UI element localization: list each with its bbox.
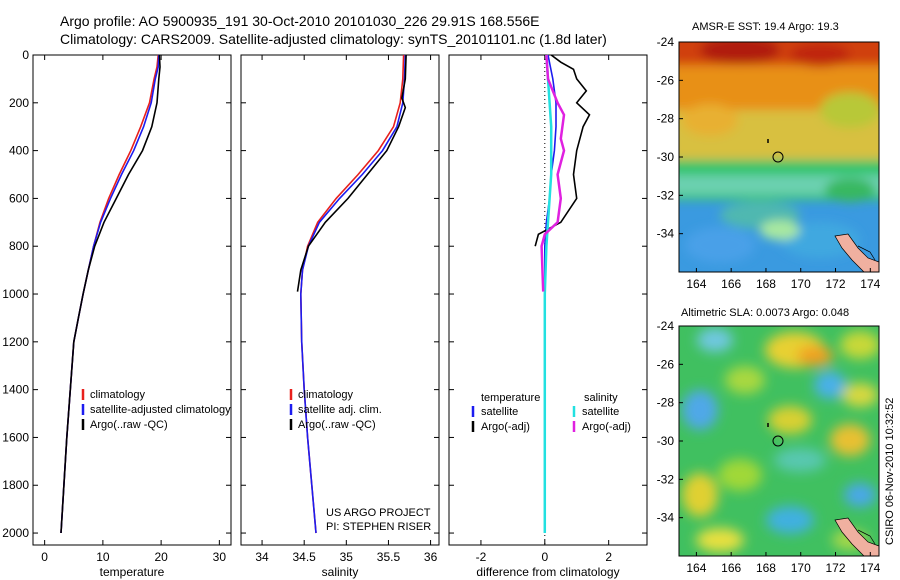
x-tick-label: 20 (154, 550, 168, 564)
legend-label: satellite-adjusted climatology (90, 404, 231, 416)
legend-label: Argo(..raw -QC) (90, 419, 168, 431)
sst-map-axes: 164 166 168 170 172 174 -24 -26 -28 -30 -32 -34 (657, 35, 881, 291)
series-line-satellite (543, 54, 553, 533)
y-tick-label: 1800 (2, 478, 29, 492)
map-x-tick-label: 164 (686, 277, 706, 291)
sst-map (678, 41, 880, 273)
y-tick-label: 1400 (2, 383, 29, 397)
legend-label: Argo(-adj) (481, 421, 530, 433)
map-y-tick-label: -26 (657, 73, 675, 87)
legend-label: satellite adj. clim. (298, 404, 382, 416)
x-tick-label: 36 (424, 550, 438, 564)
x-tick-label: 0 (41, 550, 48, 564)
map-x-tick-label: 174 (860, 561, 880, 575)
x-tick-label: 35 (340, 550, 354, 564)
map-x-tick-label: 170 (791, 277, 811, 291)
x-tick-label: 2 (605, 550, 612, 564)
x-axis-label: salinity (322, 565, 359, 579)
map-y-tick-label: -30 (657, 150, 675, 164)
plot-frame (32, 54, 232, 546)
legend-label: satellite (582, 406, 619, 418)
map-y-tick-label: -26 (657, 357, 675, 371)
map-x-tick-label: 166 (721, 561, 741, 575)
series-line-argo-adj- (540, 54, 566, 292)
sla-map (678, 325, 880, 557)
map-x-tick-label: 172 (826, 277, 846, 291)
map-y-tick-label: -34 (657, 227, 675, 241)
salinity-panel: 34 34.5 35 35.5 36 salinity climatology satelli… (240, 54, 440, 579)
figure-title-line2: Climatology: CARS2009. Satellite-adjuste… (60, 31, 607, 47)
csiro-timestamp: CSIRO 06-Nov-2010 10:32:52 (884, 398, 896, 545)
series-line-argo-adj- (534, 54, 591, 247)
map-x-tick-label: 172 (826, 561, 846, 575)
legend-label: Argo(..raw -QC) (298, 419, 376, 431)
x-tick-label: 35.5 (377, 550, 401, 564)
x-axis-label: temperature (100, 565, 165, 579)
map-y-tick-label: -24 (657, 319, 675, 333)
x-tick-label: 0 (541, 550, 548, 564)
series-line-argo-raw-qc- (60, 54, 161, 534)
y-tick-label: 1200 (2, 335, 29, 349)
x-tick-label: -2 (476, 550, 487, 564)
map-x-tick-label: 168 (756, 561, 776, 575)
y-tick-label: 600 (9, 191, 29, 205)
x-tick-label: 34 (255, 550, 269, 564)
pi-annotation: PI: STEPHEN RISER (326, 521, 431, 533)
x-tick-label: 34.5 (293, 550, 317, 564)
y-tick-label: 0 (22, 48, 29, 62)
series-line-argo-raw-qc- (296, 54, 407, 292)
legend-title-temperature: temperature (481, 392, 540, 404)
sla-argo-location-marker (772, 435, 784, 447)
legend-label: Argo(-adj) (582, 421, 631, 433)
map-x-tick-label: 164 (686, 561, 706, 575)
y-tick-label: 800 (9, 239, 29, 253)
y-tick-label: 2000 (2, 526, 29, 540)
map-x-tick-label: 166 (721, 277, 741, 291)
map-x-tick-label: 170 (791, 561, 811, 575)
map-y-tick-label: -32 (657, 472, 675, 486)
y-tick-label: 1600 (2, 430, 29, 444)
sst-map-title: AMSR-E SST: 19.4 Argo: 19.3 (692, 21, 839, 33)
plot-frame (448, 54, 648, 546)
project-annotation: US ARGO PROJECT (326, 507, 431, 519)
x-axis-label: difference from climatology (476, 565, 619, 579)
map-x-tick-label: 174 (860, 277, 880, 291)
x-tick-label: 30 (213, 550, 227, 564)
y-tick-label: 200 (9, 96, 29, 110)
map-y-tick-label: -28 (657, 112, 675, 126)
figure-title-line1: Argo profile: AO 5900935_191 30-Oct-2010… (60, 13, 540, 29)
sla-map-axes: 164 166 168 170 172 174 -24 -26 -28 -30 -32 -34 (657, 319, 881, 575)
map-y-tick-label: -34 (657, 511, 675, 525)
legend-label: satellite (481, 406, 518, 418)
legend-label: climatology (298, 389, 354, 401)
y-tick-label: 400 (9, 144, 29, 158)
plot-frame (240, 54, 440, 546)
temperature-panel: 0 10 20 30 temperature 0 200 400 600 800 1000 1200 1… (2, 48, 232, 579)
y-tick-label: 1000 (2, 287, 29, 301)
map-y-tick-label: -28 (657, 396, 675, 410)
map-y-tick-label: -32 (657, 188, 675, 202)
map-x-tick-label: 168 (756, 277, 776, 291)
x-tick-label: 10 (96, 550, 110, 564)
map-y-tick-label: -24 (657, 35, 675, 49)
legend-label: climatology (90, 389, 146, 401)
legend-title-salinity: salinity (584, 392, 618, 404)
sla-map-title: Altimetric SLA: 0.0073 Argo: 0.048 (681, 307, 849, 319)
sst-argo-location-marker (772, 151, 784, 163)
map-y-tick-label: -30 (657, 434, 675, 448)
series-line-satellite-adj-clim- (299, 54, 407, 534)
